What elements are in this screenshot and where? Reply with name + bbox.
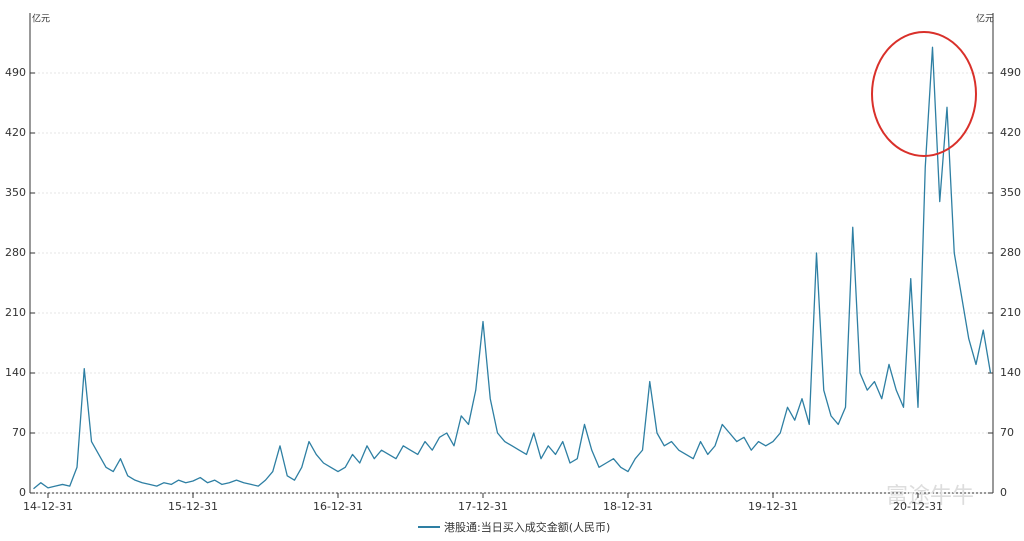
y2-tick-label: 140 <box>1000 366 1021 379</box>
y-axis-unit: 亿元 <box>32 13 50 25</box>
x-tick-label: 18-12-31 <box>603 500 653 513</box>
x-tick-label: 17-12-31 <box>458 500 508 513</box>
y-tick-label: 70 <box>12 426 26 439</box>
y-tick-label: 350 <box>5 186 26 199</box>
watermark: 富途牛牛 <box>886 484 974 509</box>
y-tick-label: 280 <box>5 246 26 259</box>
y2-tick-label: 210 <box>1000 306 1021 319</box>
y2-tick-label: 350 <box>1000 186 1021 199</box>
legend-label: 港股通:当日买入成交金额(人民币) <box>444 520 610 534</box>
y-tick-label: 210 <box>5 306 26 319</box>
x-tick-label: 14-12-31 <box>23 500 73 513</box>
y2-tick-label: 420 <box>1000 126 1021 139</box>
y-tick-label: 490 <box>5 66 26 79</box>
x-tick-label: 16-12-31 <box>313 500 363 513</box>
series-line <box>33 46 992 490</box>
y2-tick-label: 490 <box>1000 66 1021 79</box>
x-tick-label: 20-12-31 <box>893 500 943 513</box>
y2-axis-unit: 亿元 <box>976 13 994 25</box>
y-tick-label: 420 <box>5 126 26 139</box>
highlight-circle <box>871 31 977 157</box>
plot-area: 0 70 140 210 280 350 420 490 0 70 140 210 280 350 420 4… <box>5 46 1021 513</box>
x-tick-label: 15-12-31 <box>168 500 218 513</box>
y2-tick-label: 70 <box>1000 426 1014 439</box>
y-tick-label: 0 <box>19 486 26 499</box>
x-tick-label: 19-12-31 <box>748 500 798 513</box>
y2-tick-label: 0 <box>1000 486 1007 499</box>
y-tick-label: 140 <box>5 366 26 379</box>
y2-tick-label: 280 <box>1000 246 1021 259</box>
